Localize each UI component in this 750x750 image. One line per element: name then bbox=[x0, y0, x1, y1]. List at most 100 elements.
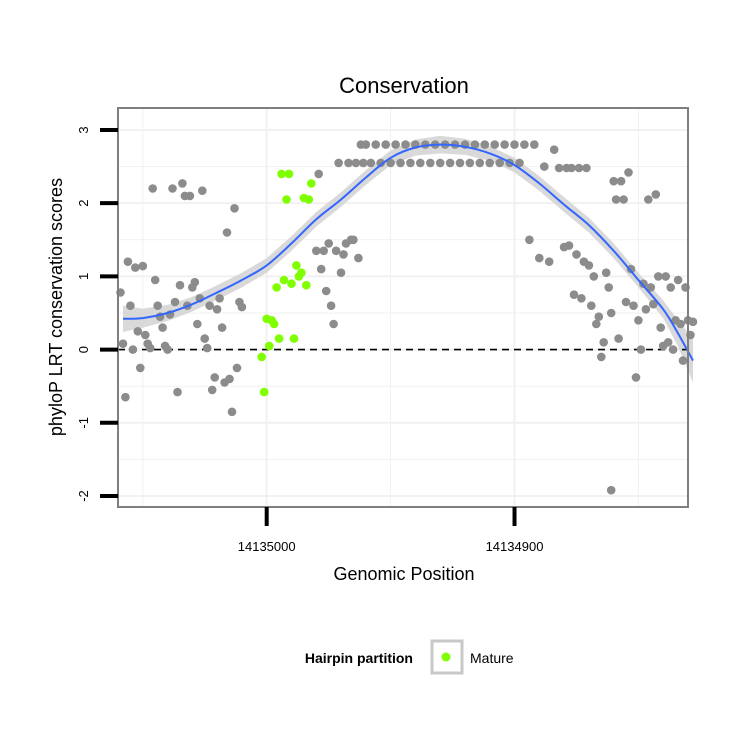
point-other bbox=[131, 263, 140, 272]
point-other bbox=[376, 158, 386, 168]
point-mature bbox=[282, 195, 291, 204]
point-other bbox=[227, 407, 237, 417]
point-other bbox=[217, 323, 227, 332]
point-other bbox=[611, 195, 621, 204]
point-other bbox=[426, 158, 435, 168]
point-other bbox=[564, 241, 574, 250]
point-other bbox=[175, 280, 185, 290]
point-other bbox=[212, 305, 222, 314]
point-other bbox=[649, 299, 658, 309]
point-other bbox=[520, 140, 529, 149]
point-other bbox=[354, 253, 363, 263]
point-other bbox=[584, 261, 594, 270]
point-other bbox=[651, 190, 661, 199]
point-other bbox=[344, 158, 353, 168]
point-other bbox=[396, 158, 405, 168]
point-other bbox=[381, 140, 391, 149]
point-other bbox=[128, 345, 138, 354]
point-other bbox=[205, 301, 214, 311]
point-other bbox=[601, 268, 611, 278]
point-mature bbox=[272, 283, 281, 292]
point-other bbox=[225, 374, 234, 384]
point-other bbox=[312, 246, 321, 256]
point-mature bbox=[307, 179, 316, 188]
point-other bbox=[688, 317, 698, 327]
plot-border bbox=[117, 107, 689, 508]
point-other bbox=[170, 297, 180, 307]
point-other bbox=[371, 140, 381, 149]
point-other bbox=[445, 158, 455, 168]
point-other bbox=[616, 176, 626, 186]
point-other bbox=[202, 343, 212, 353]
legend-title: Hairpin partition bbox=[305, 650, 413, 666]
point-other bbox=[587, 301, 596, 311]
point-other bbox=[510, 140, 519, 149]
point-mature bbox=[257, 352, 267, 362]
point-other bbox=[316, 264, 326, 274]
point-other bbox=[554, 163, 564, 173]
point-other bbox=[656, 323, 665, 332]
point-other bbox=[361, 140, 371, 149]
point-other bbox=[629, 301, 638, 311]
point-other bbox=[634, 316, 643, 325]
point-other bbox=[123, 257, 133, 267]
point-other bbox=[163, 345, 172, 354]
point-other bbox=[237, 302, 247, 312]
point-other bbox=[349, 235, 358, 245]
point-mature bbox=[269, 319, 279, 329]
point-other bbox=[329, 319, 338, 329]
point-other bbox=[572, 250, 581, 259]
point-other bbox=[663, 338, 673, 347]
point-other bbox=[673, 275, 683, 285]
point-other bbox=[118, 339, 128, 349]
chart-title: Conservation bbox=[339, 73, 469, 98]
point-other bbox=[185, 191, 195, 201]
point-other bbox=[386, 158, 395, 168]
point-other bbox=[455, 158, 465, 168]
point-other bbox=[606, 485, 616, 495]
x-axis: 14135000 14134900 bbox=[238, 507, 543, 554]
point-other bbox=[321, 286, 331, 296]
y-tick-label: -2 bbox=[76, 490, 91, 502]
point-other bbox=[331, 246, 341, 256]
point-other bbox=[200, 334, 209, 343]
point-other bbox=[416, 158, 425, 168]
point-other bbox=[577, 294, 586, 303]
point-mature bbox=[277, 169, 286, 179]
point-other bbox=[535, 253, 544, 263]
point-other bbox=[594, 312, 604, 322]
point-other bbox=[567, 163, 576, 173]
point-other bbox=[599, 338, 608, 347]
point-other bbox=[485, 158, 495, 168]
point-other bbox=[500, 140, 509, 149]
point-other bbox=[153, 301, 162, 311]
point-other bbox=[549, 145, 559, 154]
point-other bbox=[148, 184, 157, 193]
point-other bbox=[574, 163, 584, 173]
point-other bbox=[525, 235, 534, 245]
point-other bbox=[121, 392, 130, 402]
point-mature bbox=[289, 334, 299, 343]
point-other bbox=[150, 275, 160, 285]
y-tick-label: 3 bbox=[76, 126, 91, 133]
point-other bbox=[173, 387, 182, 397]
point-other bbox=[644, 195, 653, 204]
point-other bbox=[641, 305, 651, 314]
point-other bbox=[210, 373, 219, 382]
point-other bbox=[136, 363, 145, 373]
smooth-curve-layer bbox=[122, 143, 694, 362]
point-other bbox=[666, 283, 675, 292]
y-axis: -2 -1 0 1 2 3 bbox=[76, 126, 118, 502]
point-mature bbox=[279, 275, 289, 285]
point-other bbox=[193, 319, 202, 329]
y-tick-label: -1 bbox=[76, 417, 91, 429]
point-other bbox=[126, 301, 135, 311]
point-other bbox=[646, 283, 656, 292]
y-tick-label: 0 bbox=[76, 346, 91, 353]
point-mature bbox=[264, 341, 274, 351]
point-other bbox=[351, 158, 361, 168]
confidence-band-layer bbox=[123, 135, 693, 383]
point-other bbox=[339, 250, 348, 259]
y-axis-label: phyloP LRT conservation scores bbox=[46, 178, 66, 436]
